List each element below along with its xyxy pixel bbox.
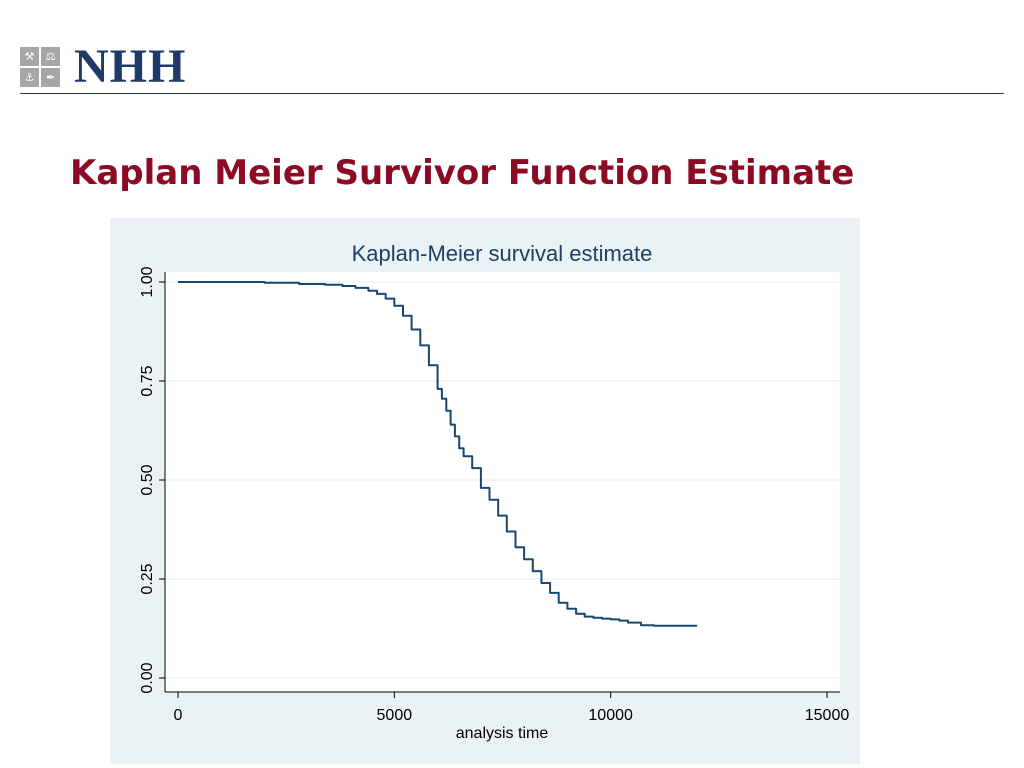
- logo-text: NHH: [74, 40, 187, 93]
- plot-area: [165, 272, 840, 692]
- y-tick-label: 0.75: [139, 365, 156, 396]
- survival-curve-line: [178, 281, 698, 627]
- slide-title: Kaplan Meier Survivor Function Estimate: [70, 153, 855, 193]
- x-tick-label: 10000: [588, 707, 633, 724]
- y-tick-label: 1.00: [139, 266, 156, 297]
- anchor-icon: ⚓: [20, 68, 39, 87]
- x-axis-label: analysis time: [456, 725, 549, 742]
- y-tick-label: 0.25: [139, 563, 156, 594]
- x-tick-label: 15000: [805, 707, 850, 724]
- chart-panel: 0.00 0.25 0.50 0.75 1.00 0 5000 10000 15000 Kapl…: [110, 218, 860, 764]
- scales-icon: ⚖: [41, 47, 60, 66]
- y-tick-label: 0.50: [139, 464, 156, 495]
- y-tick-label: 0.00: [139, 662, 156, 693]
- km-survival-chart: 0.00 0.25 0.50 0.75 1.00 0 5000 10000 15000 Kapl…: [110, 218, 860, 764]
- chart-title: Kaplan-Meier survival estimate: [352, 241, 653, 266]
- quill-icon: ✒: [41, 68, 60, 87]
- hammer-icon: ⚒: [20, 47, 39, 66]
- header-divider: [20, 93, 1004, 94]
- logo-emblem: ⚒ ⚖ ⚓ ✒: [20, 47, 60, 87]
- nhh-logo: ⚒ ⚖ ⚓ ✒ NHH: [20, 43, 186, 91]
- x-tick-label: 0: [174, 707, 183, 724]
- x-tick-label: 5000: [377, 707, 413, 724]
